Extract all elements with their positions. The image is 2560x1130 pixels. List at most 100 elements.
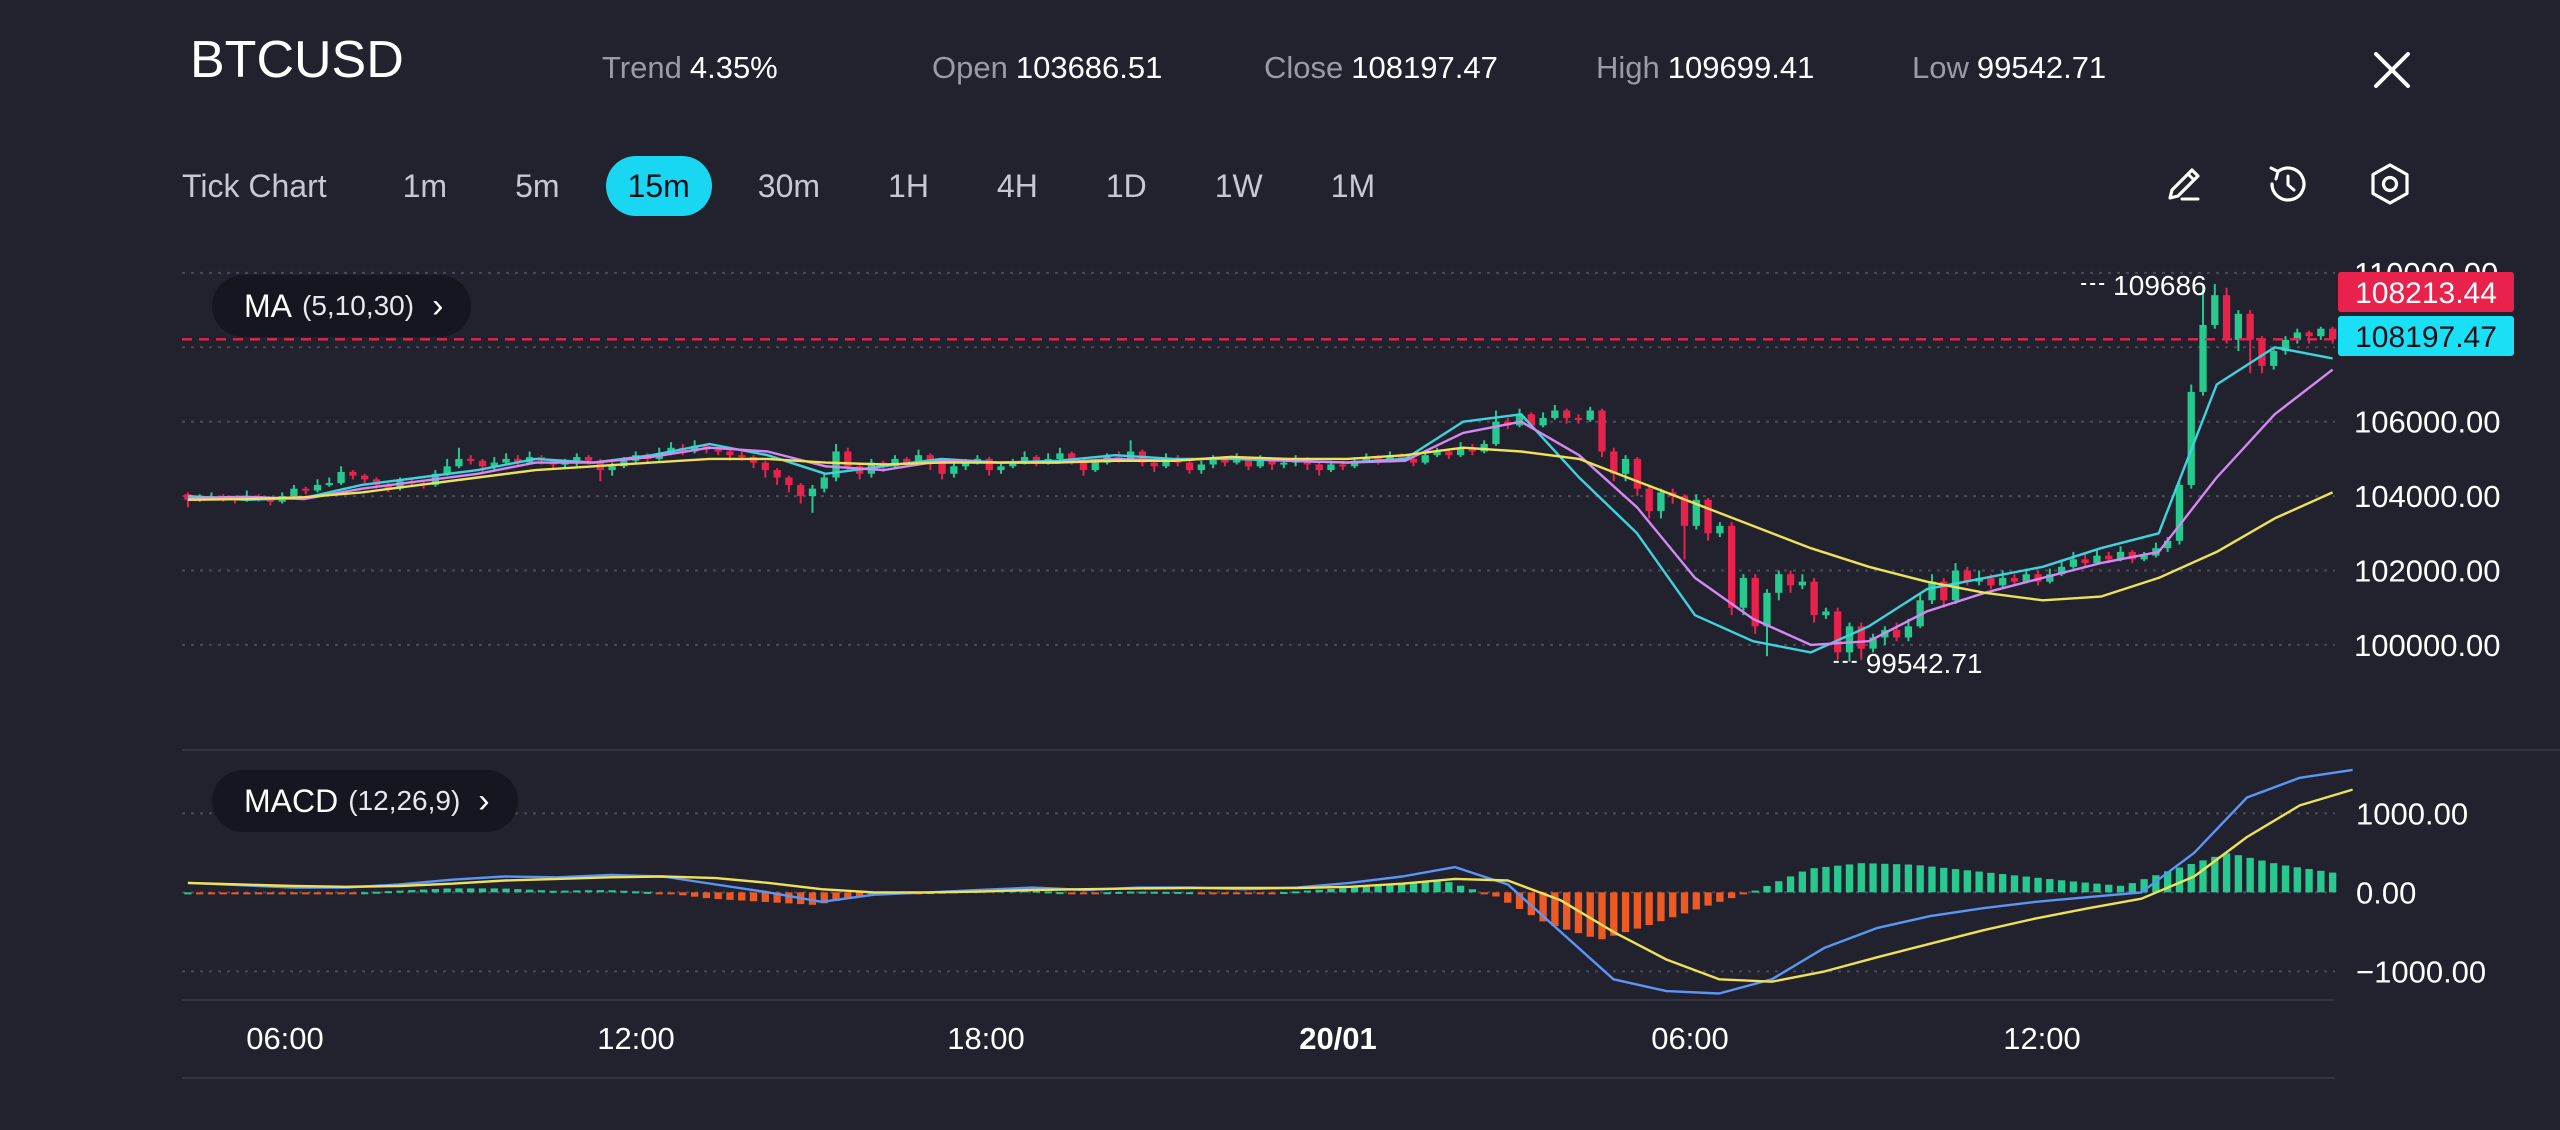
ma-indicator-button[interactable]: MA (5,10,30) › bbox=[212, 275, 472, 337]
macd-bar bbox=[1727, 892, 1736, 899]
candle-body bbox=[1775, 574, 1783, 593]
candle-body bbox=[302, 488, 310, 491]
high-stat: High 109699.41 bbox=[1596, 50, 1814, 86]
macd-bar bbox=[207, 892, 216, 895]
time-axis-label: 18:00 bbox=[947, 1021, 1025, 1056]
macd-bar bbox=[2069, 881, 2078, 893]
price-tag-red-bg bbox=[2338, 272, 2514, 312]
macd-bar bbox=[349, 892, 357, 895]
timeframe-4h[interactable]: 4H bbox=[996, 168, 1038, 204]
candle-body bbox=[1610, 451, 1618, 474]
macd-bar bbox=[690, 892, 699, 897]
timeframe-1mo[interactable]: 1M bbox=[1330, 168, 1376, 204]
macd-bar bbox=[196, 892, 204, 895]
timeframe-5m[interactable]: 5m bbox=[515, 168, 560, 204]
candle-body bbox=[1916, 600, 1924, 627]
high-label: High bbox=[1596, 50, 1660, 85]
macd-bar bbox=[584, 890, 593, 893]
candle-body bbox=[1433, 451, 1441, 456]
timeframe-30m[interactable]: 30m bbox=[757, 168, 821, 204]
settings-button[interactable] bbox=[2360, 154, 2420, 214]
candle-body bbox=[1079, 460, 1088, 471]
candle-body bbox=[2258, 339, 2266, 366]
candle-body bbox=[502, 458, 510, 463]
macd-bar bbox=[431, 889, 440, 893]
open-value: 103686.51 bbox=[1015, 50, 1163, 85]
candle-body bbox=[1928, 581, 1936, 601]
macd-bar bbox=[1126, 891, 1135, 894]
candle-body bbox=[1586, 410, 1594, 420]
macd-bar bbox=[1056, 892, 1064, 895]
macd-bar bbox=[1350, 887, 1359, 893]
candle-body bbox=[1020, 457, 1029, 463]
macd-bar bbox=[2293, 867, 2301, 893]
macd-bar bbox=[1268, 892, 1276, 895]
candle-body bbox=[985, 458, 993, 471]
macd-bar bbox=[525, 889, 534, 893]
candle-body bbox=[2046, 574, 2054, 582]
macd-bar bbox=[243, 892, 251, 895]
macd-bar bbox=[467, 888, 475, 893]
macd-bar bbox=[1515, 892, 1524, 909]
timeframe-1m[interactable]: 1m bbox=[402, 168, 448, 204]
macd-bar bbox=[1810, 868, 1818, 893]
open-stat: Open 103686.51 bbox=[932, 50, 1162, 86]
candle-body bbox=[1032, 457, 1041, 463]
candle-body bbox=[797, 484, 805, 497]
ma30-line bbox=[187, 446, 2334, 602]
macd-bar bbox=[1551, 892, 1559, 927]
macd-bar bbox=[231, 892, 239, 895]
timeframe-tick-chart[interactable]: Tick Chart bbox=[182, 168, 327, 204]
candle-body bbox=[1539, 417, 1547, 426]
close-button[interactable] bbox=[2362, 40, 2422, 100]
macd-bar bbox=[184, 892, 192, 895]
high-marker-label: 109686 bbox=[2113, 270, 2206, 301]
macd-axis-label: 0.00 bbox=[2356, 875, 2416, 910]
macd-bar bbox=[1068, 892, 1076, 895]
macd-bar bbox=[1527, 892, 1535, 916]
candle-body bbox=[2081, 559, 2089, 564]
candle-body bbox=[1680, 496, 1689, 526]
macd-bar bbox=[537, 890, 546, 893]
time-axis-label: 06:00 bbox=[1651, 1021, 1729, 1056]
candle-body bbox=[2057, 566, 2066, 575]
timeframe-1d[interactable]: 1D bbox=[1105, 168, 1147, 204]
price-axis-label: 106000.00 bbox=[2354, 405, 2501, 440]
macd-bar bbox=[1904, 864, 1913, 893]
candle-body bbox=[455, 458, 463, 467]
timeframe-15m[interactable]: 15m bbox=[605, 156, 712, 216]
candle-body bbox=[1645, 488, 1653, 511]
history-button[interactable] bbox=[2258, 154, 2318, 214]
time-axis-label: 06:00 bbox=[246, 1021, 324, 1056]
candle-body bbox=[584, 457, 593, 461]
macd-indicator-button[interactable]: MACD (12,26,9) › bbox=[212, 770, 518, 832]
timeframe-1h[interactable]: 1H bbox=[888, 168, 929, 204]
macd-bar bbox=[738, 892, 746, 901]
candle-body bbox=[726, 451, 734, 456]
candle-body bbox=[1244, 458, 1253, 467]
macd-bar bbox=[726, 892, 734, 900]
timeframe-1w[interactable]: 1W bbox=[1214, 168, 1263, 204]
candle-body bbox=[1185, 462, 1194, 471]
macd-bar bbox=[1928, 866, 1936, 893]
macd-bar bbox=[714, 892, 722, 900]
draw-button[interactable] bbox=[2154, 154, 2214, 214]
candle-body bbox=[1327, 464, 1335, 471]
trend-stat: Trend 4.35% bbox=[602, 50, 778, 86]
macd-bar bbox=[337, 892, 345, 895]
candle-body bbox=[1692, 499, 1700, 526]
macd-bar bbox=[1975, 871, 1983, 893]
macd-bar bbox=[1940, 867, 1948, 893]
candle-body bbox=[1421, 455, 1429, 463]
chevron-right-icon: › bbox=[478, 781, 490, 820]
macd-bar bbox=[2140, 879, 2148, 893]
candle-body bbox=[903, 458, 911, 463]
macd-bar bbox=[419, 889, 428, 893]
macd-bar bbox=[820, 892, 828, 904]
macd-bar bbox=[1645, 892, 1653, 926]
candle-body bbox=[514, 458, 522, 463]
macd-bar bbox=[1197, 892, 1205, 895]
candle-body bbox=[1409, 458, 1418, 463]
macd-bar bbox=[1857, 863, 1865, 893]
